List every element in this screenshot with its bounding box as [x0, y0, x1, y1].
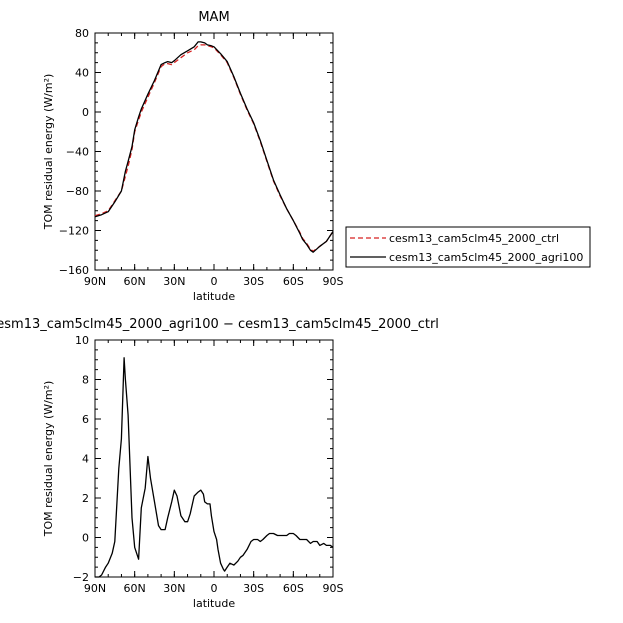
y-tick-label: −80: [66, 185, 89, 198]
y-tick-label: −120: [59, 225, 89, 238]
bottom-chart-panel: cesm13_cam5clm45_2000_agri100 − cesm13_c…: [0, 317, 439, 610]
legend-label-ctrl: cesm13_cam5clm45_2000_ctrl: [389, 232, 559, 245]
x-tick-label: 90S: [323, 275, 344, 288]
x-tick-label: 0: [211, 275, 218, 288]
legend-box: [345, 226, 591, 268]
legend: cesm13_cam5clm45_2000_ctrl cesm13_cam5cl…: [345, 226, 591, 268]
legend-label-agri100: cesm13_cam5clm45_2000_agri100: [389, 251, 583, 264]
x-tick-label: 60S: [283, 582, 304, 595]
x-tick-label: 60N: [124, 582, 146, 595]
top-chart-title: MAM: [198, 10, 229, 25]
series-line-1-0: [95, 357, 334, 578]
y-tick-label: 8: [82, 374, 89, 387]
bottom-chart-x-axis-label: latitude: [193, 597, 235, 610]
x-tick-label: 90S: [323, 582, 344, 595]
x-tick-label: 90N: [84, 582, 106, 595]
y-tick-label: −2: [73, 571, 89, 584]
y-tick-label: 0: [82, 532, 89, 545]
y-tick-label: 10: [75, 334, 89, 347]
y-tick-label: 80: [75, 27, 89, 40]
x-tick-label: 60N: [124, 275, 146, 288]
y-tick-label: 6: [82, 413, 89, 426]
x-tick-label: 30S: [243, 582, 264, 595]
top-chart-y-axis-label: TOM residual energy (W/m²): [42, 74, 55, 231]
y-tick-label: 2: [82, 492, 89, 505]
x-tick-label: 60S: [283, 275, 304, 288]
series-line-0-0: [94, 44, 334, 252]
y-tick-label: 0: [82, 106, 89, 119]
y-tick-label: −160: [59, 264, 89, 277]
y-tick-label: −40: [66, 146, 89, 159]
x-tick-label: 90N: [84, 275, 106, 288]
plot-frame: [94, 339, 334, 578]
x-tick-label: 30N: [163, 582, 185, 595]
top-chart-panel: MAM TOM residual energy (W/m²) latitude …: [42, 10, 344, 303]
y-tick-label: 4: [82, 453, 89, 466]
series-line-0-1: [94, 41, 334, 253]
y-tick-label: 40: [75, 67, 89, 80]
bottom-chart-y-axis-label: TOM residual energy (W/m²): [42, 381, 55, 538]
x-tick-label: 0: [211, 582, 218, 595]
bottom-chart-title: cesm13_cam5clm45_2000_agri100 − cesm13_c…: [0, 317, 439, 332]
top-chart-x-axis-label: latitude: [193, 290, 235, 303]
x-tick-label: 30N: [163, 275, 185, 288]
x-tick-label: 30S: [243, 275, 264, 288]
